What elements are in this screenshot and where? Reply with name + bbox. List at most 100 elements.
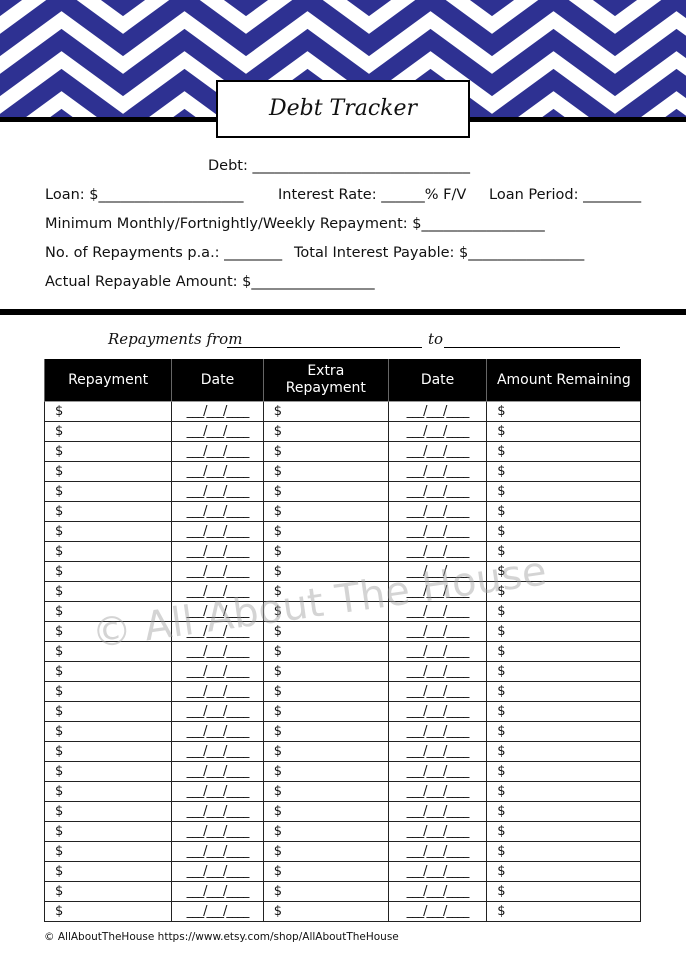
amount-remaining-cell[interactable]: $ [486, 641, 641, 662]
extra-repayment-cell[interactable]: $ [262, 521, 389, 542]
repayment-cell[interactable]: $ [43, 461, 173, 482]
date-cell[interactable]: ___/___/____ [387, 861, 488, 882]
date-cell[interactable]: ___/___/____ [171, 561, 264, 582]
date-cell[interactable]: ___/___/____ [387, 661, 488, 682]
amount-remaining-cell[interactable]: $ [486, 881, 641, 902]
date-cell[interactable]: ___/___/____ [387, 881, 488, 902]
date-cell[interactable]: ___/___/____ [171, 781, 264, 802]
date-cell[interactable]: ___/___/____ [171, 821, 264, 842]
amount-remaining-cell[interactable]: $ [486, 861, 641, 882]
date-cell[interactable]: ___/___/____ [171, 461, 264, 482]
amount-remaining-cell[interactable]: $ [486, 441, 641, 462]
repayment-cell[interactable]: $ [43, 701, 173, 722]
extra-repayment-cell[interactable]: $ [262, 801, 389, 822]
date-cell[interactable]: ___/___/____ [387, 501, 488, 522]
amount-remaining-cell[interactable]: $ [486, 461, 641, 482]
repayment-cell[interactable]: $ [43, 781, 173, 802]
date-cell[interactable]: ___/___/____ [387, 421, 488, 442]
date-cell[interactable]: ___/___/____ [171, 661, 264, 682]
amount-remaining-cell[interactable]: $ [486, 581, 641, 602]
amount-remaining-cell[interactable]: $ [486, 721, 641, 742]
repayments-pa-field[interactable]: No. of Repayments p.a.: ________ [45, 245, 283, 261]
amount-remaining-cell[interactable]: $ [486, 781, 641, 802]
extra-repayment-cell[interactable]: $ [262, 541, 389, 562]
date-cell[interactable]: ___/___/____ [171, 401, 264, 422]
amount-remaining-cell[interactable]: $ [486, 541, 641, 562]
total-interest-field[interactable]: Total Interest Payable: $_______________… [294, 245, 585, 261]
extra-repayment-cell[interactable]: $ [262, 481, 389, 502]
debt-field[interactable]: Debt: ______________________________ [208, 158, 470, 174]
amount-remaining-cell[interactable]: $ [486, 761, 641, 782]
minimum-repayment-field[interactable]: Minimum Monthly/Fortnightly/Weekly Repay… [45, 216, 545, 232]
date-cell[interactable]: ___/___/____ [171, 421, 264, 442]
amount-remaining-cell[interactable]: $ [486, 901, 641, 922]
repayment-cell[interactable]: $ [43, 721, 173, 742]
extra-repayment-cell[interactable]: $ [262, 421, 389, 442]
extra-repayment-cell[interactable]: $ [262, 601, 389, 622]
date-cell[interactable]: ___/___/____ [171, 601, 264, 622]
extra-repayment-cell[interactable]: $ [262, 441, 389, 462]
repayment-cell[interactable]: $ [43, 601, 173, 622]
date-cell[interactable]: ___/___/____ [171, 761, 264, 782]
extra-repayment-cell[interactable]: $ [262, 581, 389, 602]
date-cell[interactable]: ___/___/____ [171, 481, 264, 502]
amount-remaining-cell[interactable]: $ [486, 681, 641, 702]
amount-remaining-cell[interactable]: $ [486, 741, 641, 762]
extra-repayment-cell[interactable]: $ [262, 741, 389, 762]
date-cell[interactable]: ___/___/____ [171, 521, 264, 542]
loan-field[interactable]: Loan: $____________________ [45, 187, 244, 203]
amount-remaining-cell[interactable]: $ [486, 701, 641, 722]
repayment-cell[interactable]: $ [43, 681, 173, 702]
date-cell[interactable]: ___/___/____ [387, 841, 488, 862]
date-cell[interactable]: ___/___/____ [387, 681, 488, 702]
amount-remaining-cell[interactable]: $ [486, 521, 641, 542]
date-cell[interactable]: ___/___/____ [387, 901, 488, 922]
amount-remaining-cell[interactable]: $ [486, 501, 641, 522]
date-cell[interactable]: ___/___/____ [171, 881, 264, 902]
repayment-cell[interactable]: $ [43, 741, 173, 762]
interest-rate-field[interactable]: Interest Rate: ______% F/V [278, 187, 467, 203]
repayment-cell[interactable]: $ [43, 421, 173, 442]
extra-repayment-cell[interactable]: $ [262, 821, 389, 842]
amount-remaining-cell[interactable]: $ [486, 601, 641, 622]
to-date-line[interactable] [444, 347, 620, 348]
extra-repayment-cell[interactable]: $ [262, 701, 389, 722]
date-cell[interactable]: ___/___/____ [387, 521, 488, 542]
date-cell[interactable]: ___/___/____ [171, 841, 264, 862]
date-cell[interactable]: ___/___/____ [387, 801, 488, 822]
extra-repayment-cell[interactable]: $ [262, 401, 389, 422]
amount-remaining-cell[interactable]: $ [486, 401, 641, 422]
date-cell[interactable]: ___/___/____ [171, 541, 264, 562]
date-cell[interactable]: ___/___/____ [171, 801, 264, 822]
date-cell[interactable]: ___/___/____ [171, 721, 264, 742]
extra-repayment-cell[interactable]: $ [262, 881, 389, 902]
repayment-cell[interactable]: $ [43, 621, 173, 642]
repayment-cell[interactable]: $ [43, 441, 173, 462]
amount-remaining-cell[interactable]: $ [486, 841, 641, 862]
extra-repayment-cell[interactable]: $ [262, 841, 389, 862]
date-cell[interactable]: ___/___/____ [171, 641, 264, 662]
amount-remaining-cell[interactable]: $ [486, 661, 641, 682]
date-cell[interactable]: ___/___/____ [387, 701, 488, 722]
date-cell[interactable]: ___/___/____ [387, 601, 488, 622]
date-cell[interactable]: ___/___/____ [171, 501, 264, 522]
date-cell[interactable]: ___/___/____ [387, 561, 488, 582]
extra-repayment-cell[interactable]: $ [262, 861, 389, 882]
extra-repayment-cell[interactable]: $ [262, 721, 389, 742]
repayment-cell[interactable]: $ [43, 541, 173, 562]
repayment-cell[interactable]: $ [43, 521, 173, 542]
date-cell[interactable]: ___/___/____ [171, 741, 264, 762]
extra-repayment-cell[interactable]: $ [262, 781, 389, 802]
repayment-cell[interactable]: $ [43, 501, 173, 522]
repayment-cell[interactable]: $ [43, 641, 173, 662]
repayment-cell[interactable]: $ [43, 821, 173, 842]
amount-remaining-cell[interactable]: $ [486, 421, 641, 442]
actual-repayable-field[interactable]: Actual Repayable Amount: $______________… [45, 274, 375, 290]
amount-remaining-cell[interactable]: $ [486, 621, 641, 642]
extra-repayment-cell[interactable]: $ [262, 661, 389, 682]
date-cell[interactable]: ___/___/____ [171, 441, 264, 462]
amount-remaining-cell[interactable]: $ [486, 561, 641, 582]
repayment-cell[interactable]: $ [43, 841, 173, 862]
date-cell[interactable]: ___/___/____ [387, 461, 488, 482]
date-cell[interactable]: ___/___/____ [171, 861, 264, 882]
